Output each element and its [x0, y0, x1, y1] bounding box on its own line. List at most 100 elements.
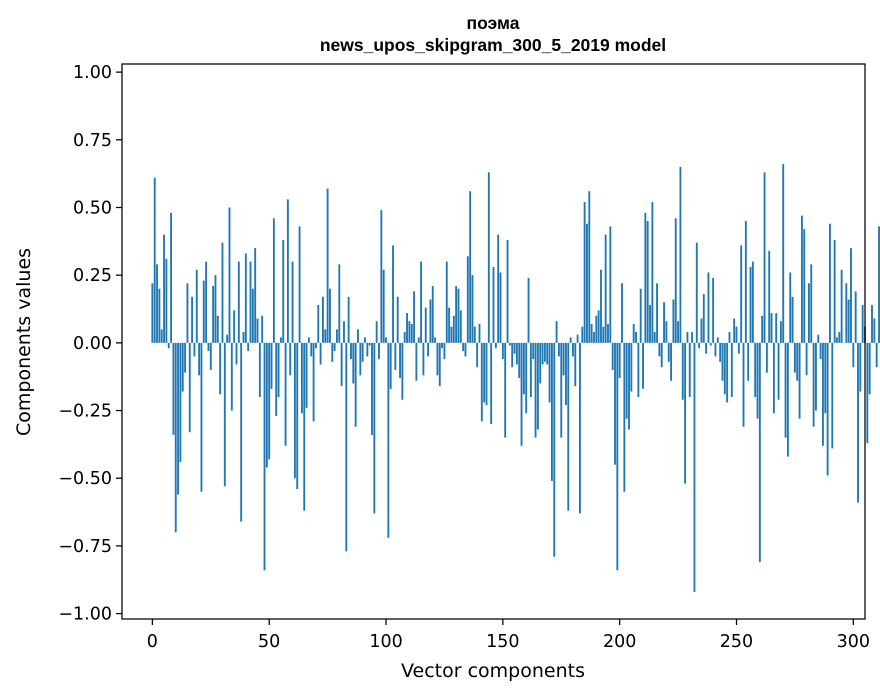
bar — [415, 342, 418, 381]
bar — [649, 304, 651, 343]
bar — [506, 239, 509, 343]
bar — [212, 286, 215, 343]
bar — [546, 342, 549, 365]
bar — [364, 337, 366, 343]
bar — [420, 261, 423, 343]
bar — [385, 337, 387, 343]
bar — [399, 342, 401, 379]
bar — [153, 177, 156, 343]
bar — [691, 332, 694, 343]
bar — [312, 342, 315, 422]
bar — [219, 342, 222, 395]
bar — [749, 267, 752, 343]
bar — [193, 342, 196, 357]
bar — [396, 296, 399, 343]
x-axis-label: Vector components — [401, 660, 585, 682]
bar — [251, 288, 254, 343]
bar — [188, 342, 191, 433]
bar — [600, 269, 602, 343]
bar — [464, 342, 467, 357]
bar — [875, 342, 878, 368]
x-tick-label: 200 — [603, 632, 636, 652]
bar — [303, 342, 306, 511]
bar — [637, 342, 640, 397]
bar — [777, 342, 780, 400]
bar — [871, 304, 873, 343]
bar — [800, 215, 803, 343]
bar — [354, 342, 357, 427]
bar — [866, 342, 869, 444]
chart-title-line-1: поэма — [467, 13, 520, 33]
bar — [317, 304, 320, 343]
bar — [293, 342, 296, 479]
bar — [448, 307, 451, 343]
bar — [242, 332, 245, 343]
bar — [744, 221, 747, 343]
bar — [286, 199, 289, 343]
bar — [772, 342, 775, 414]
bar — [298, 226, 301, 343]
bar — [782, 164, 785, 343]
bar — [534, 342, 537, 438]
bar — [525, 342, 528, 414]
bar — [527, 277, 530, 343]
bar — [277, 342, 280, 397]
bar — [209, 342, 212, 370]
bar — [700, 318, 703, 343]
y-tick-label: 1.00 — [73, 63, 112, 83]
bar — [345, 342, 348, 552]
bar — [583, 202, 586, 343]
bar — [455, 286, 458, 343]
bar — [268, 342, 271, 460]
bar — [609, 226, 612, 343]
bar — [401, 342, 404, 400]
bar — [693, 342, 696, 592]
bar — [642, 342, 644, 389]
bar — [581, 326, 584, 343]
bar — [272, 218, 275, 343]
x-tick-label: 250 — [720, 632, 753, 652]
bar — [247, 342, 250, 351]
bar — [394, 342, 397, 370]
bar — [822, 342, 824, 446]
bar — [205, 261, 208, 343]
bar — [424, 307, 427, 343]
y-tick-label: −0.50 — [58, 469, 112, 489]
bar — [478, 323, 481, 343]
bar — [450, 326, 453, 343]
bar — [492, 267, 495, 343]
bar — [457, 288, 460, 343]
bar — [646, 221, 649, 343]
bar — [833, 239, 836, 343]
bar — [296, 342, 299, 490]
y-tick-label: 0.50 — [73, 198, 112, 218]
bar — [202, 280, 205, 343]
bar — [198, 342, 201, 376]
bar — [588, 191, 591, 343]
bar — [207, 342, 210, 351]
bar — [375, 321, 378, 343]
bar — [347, 296, 350, 343]
bar — [513, 342, 516, 354]
bar — [779, 321, 782, 343]
y-axis-ticks: −1.00 −0.75 −0.50 −0.25 0.00 0.25 0.50 0.75 1.00 — [58, 63, 122, 625]
bar — [522, 342, 525, 395]
bar — [261, 315, 264, 343]
bar — [186, 283, 189, 343]
bar — [742, 342, 745, 427]
bar — [695, 242, 698, 343]
bar — [574, 342, 577, 387]
bar — [410, 323, 413, 343]
bar — [494, 342, 497, 349]
bar — [814, 342, 817, 411]
bar — [572, 342, 574, 357]
bar — [230, 342, 233, 411]
bar — [819, 342, 822, 360]
bar — [763, 172, 766, 343]
bar — [564, 342, 567, 406]
bar — [536, 342, 539, 430]
bar — [707, 272, 710, 343]
bar — [684, 342, 687, 484]
bar — [249, 261, 252, 343]
bar — [747, 342, 750, 381]
